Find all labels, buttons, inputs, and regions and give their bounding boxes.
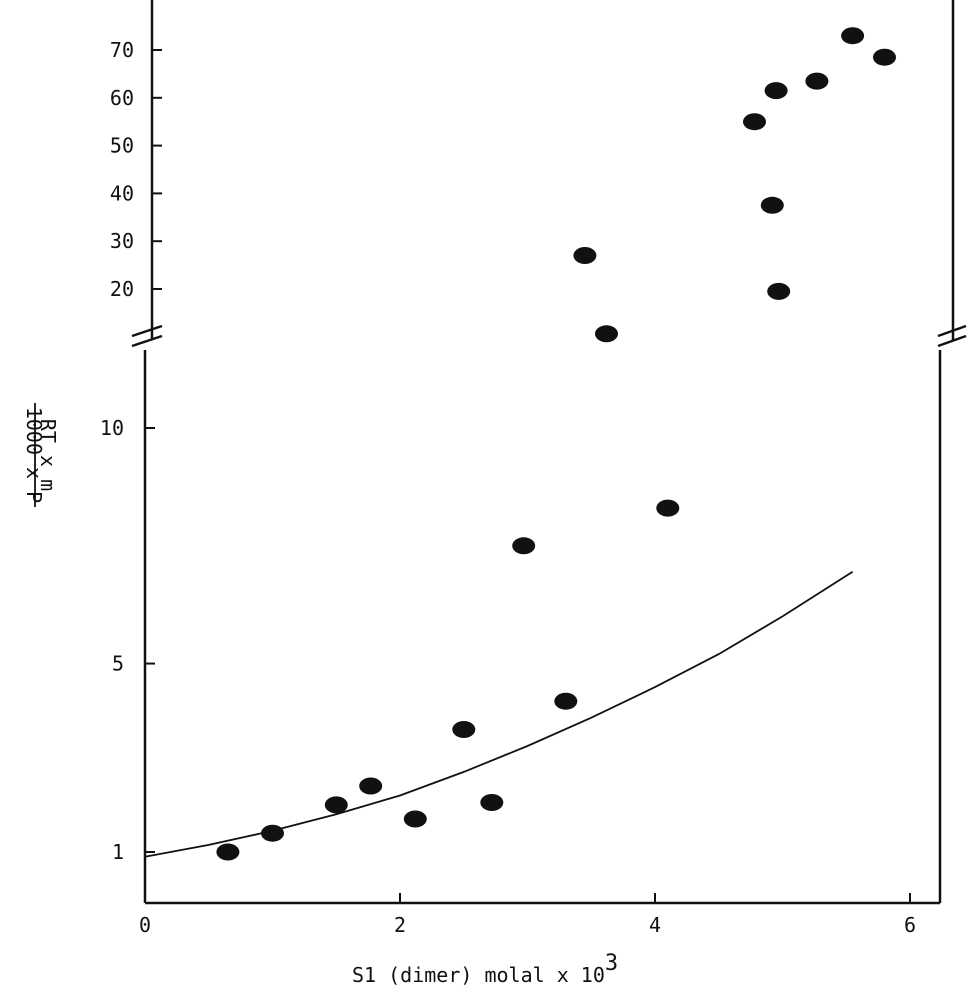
axes: [131, 0, 967, 905]
x-tick-label: 4: [649, 913, 661, 937]
y-ticks: 1 5 10 20 30 40 50 60 70: [100, 38, 162, 864]
y-axis-title-numerator: 1000 x P: [22, 407, 46, 503]
y-tick-label: 30: [110, 229, 134, 253]
data-point: [767, 282, 791, 300]
data-point: [261, 824, 284, 842]
y-tick-label: 1: [112, 840, 124, 864]
y-tick-label: 70: [110, 38, 134, 62]
x-tick-label: 2: [394, 913, 406, 937]
y-tick-label: 5: [112, 652, 124, 676]
x-tick-label: 0: [139, 913, 151, 937]
y-tick-label: 20: [110, 277, 134, 301]
data-point: [841, 27, 865, 45]
data-point: [554, 692, 578, 710]
data-point: [743, 113, 766, 131]
y-tick-label: 60: [110, 86, 134, 110]
x-tick-label: 6: [904, 913, 916, 937]
axis-break-mark-left-2: [131, 334, 163, 348]
y-tick-label: 10: [100, 416, 124, 440]
data-point: [595, 325, 618, 343]
data-point: [452, 721, 476, 738]
data-point: [403, 810, 427, 828]
data-point: [573, 247, 597, 264]
x-axis-title: S1 (dimer) molal x 103: [352, 951, 618, 987]
x-ticks: 0 2 4 6: [139, 893, 916, 937]
y-axis-title-denominator: RT x m: [36, 419, 60, 491]
fit-curve-group: [144, 570, 854, 858]
data-point: [512, 537, 536, 555]
axis-break-mark-right-1: [937, 324, 967, 338]
data-point: [760, 196, 784, 214]
axis-break-mark-left-1: [131, 324, 163, 338]
fit-curve: [144, 570, 854, 858]
y-tick-label: 40: [110, 181, 134, 205]
data-point: [216, 843, 240, 861]
data-point: [805, 72, 829, 90]
y-tick-label: 50: [110, 134, 134, 158]
data-point: [324, 796, 348, 814]
data-point: [656, 499, 680, 517]
data-point: [764, 82, 788, 100]
data-point: [873, 48, 896, 66]
axis-break-mark-right-2: [937, 334, 967, 348]
data-point: [359, 777, 383, 795]
data-points: [216, 27, 896, 861]
data-point: [480, 794, 504, 811]
y-axis-title: 1000 x P RT x m: [22, 403, 60, 507]
